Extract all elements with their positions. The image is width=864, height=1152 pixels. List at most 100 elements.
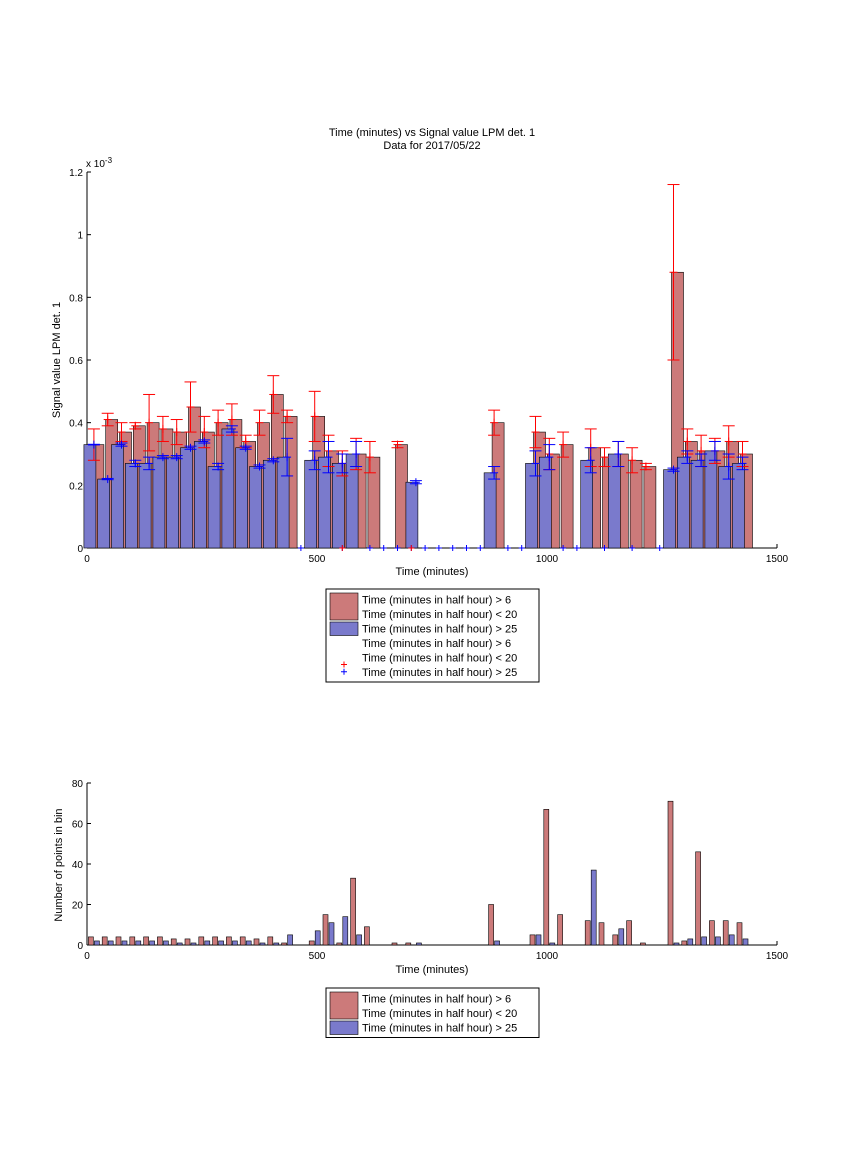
bottom-blue-bar: [190, 942, 197, 946]
top-blue-bar: [483, 472, 497, 549]
bottom-blue-bar: [218, 940, 224, 946]
bottom-red-bar: [612, 934, 619, 946]
top-blue-bar: [221, 428, 235, 549]
top-blue-bar: [138, 463, 152, 549]
top-blue-bar: [97, 478, 110, 549]
bottom-blue-bar: [135, 940, 142, 946]
bottom-red-bar: [667, 800, 674, 946]
bottom-red-bar: [308, 940, 315, 946]
top-blue-bar: [607, 453, 621, 549]
bottom-red-bar: [584, 920, 591, 946]
bottom-legend-label: Time (minutes in half hour) < 20: [362, 1008, 517, 1020]
top-chart-x-tick-label: 500: [309, 554, 326, 565]
bottom-red-bar: [336, 942, 343, 946]
bottom-red-bar: [239, 936, 246, 946]
bottom-red-bar: [281, 942, 287, 946]
bottom-red-bar: [626, 920, 632, 946]
top-blue-bar: [194, 441, 207, 549]
top-red-bar: [629, 459, 643, 549]
bottom-chart-y-tick-label: 0: [77, 941, 83, 952]
top-legend-box: [325, 588, 540, 683]
top-legend-label: Time (minutes in half hour) > 25: [362, 624, 517, 636]
bottom-legend-label: Time (minutes in half hour) > 6: [362, 994, 511, 1006]
bottom-red-bar: [640, 942, 646, 946]
top-legend-label: Time (minutes in half hour) > 6: [362, 638, 511, 650]
bottom-legend-label: Time (minutes in half hour) > 25: [362, 1023, 517, 1035]
bottom-blue-bar: [204, 940, 211, 946]
bottom-blue-bar: [121, 940, 128, 946]
top-plot-area: 0 500 1000 1500 0 0.2 0.4 0.6 0.8 1 1.2: [69, 168, 788, 565]
top-blue-bar: [152, 456, 166, 549]
bottom-red-bar: [681, 940, 688, 946]
top-chart-x-tick-label: 1000: [536, 554, 559, 565]
top-blue-bar: [538, 456, 552, 549]
bottom-blue-bar: [494, 940, 500, 946]
top-blue-bar: [207, 466, 221, 549]
bottom-red-bar: [736, 922, 743, 946]
top-blue-bar: [166, 456, 179, 549]
bottom-blue-bar: [314, 930, 321, 946]
bottom-blue-bar: [728, 934, 735, 946]
bottom-blue-bar: [176, 942, 183, 946]
top-legend: Time (minutes in half hour) > 6 Time (min…: [325, 588, 540, 683]
top-blue-bar: [405, 481, 419, 549]
bottom-legend-box: [325, 987, 540, 1038]
bottom-red-bar: [557, 914, 563, 946]
bottom-red-bar: [267, 936, 274, 946]
bottom-red-bar: [322, 914, 329, 946]
bottom-red-bar: [226, 936, 232, 946]
top-chart-exponent-base: x 10: [86, 159, 105, 170]
top-legend-swatch: [329, 621, 359, 636]
top-chart-title: Time (minutes) vs Signal value LPM det. …: [329, 127, 535, 139]
bottom-blue-bar: [356, 934, 362, 946]
bottom-chart-x-tick-label: 1000: [536, 951, 559, 962]
bottom-red-bar: [157, 936, 163, 946]
bottom-blue-bar: [701, 936, 707, 946]
bottom-red-bar: [129, 936, 136, 946]
bottom-blue-bar: [416, 942, 422, 946]
top-blue-bar: [180, 447, 193, 549]
top-chart-y-tick-label: 1.2: [69, 168, 83, 179]
bottom-blue-bar: [163, 940, 169, 946]
top-legend-label: Time (minutes in half hour) > 6: [362, 595, 511, 607]
bottom-chart-x-tick-label: 500: [309, 951, 326, 962]
bottom-blue-bar: [535, 934, 542, 946]
bottom-blue-bar: [618, 928, 625, 946]
top-blue-bar: [249, 466, 262, 549]
bottom-red-bar: [253, 938, 260, 946]
top-legend-label: Time (minutes in half hour) < 20: [362, 653, 517, 665]
bottom-red-bar: [170, 938, 177, 946]
bottom-red-bar: [709, 920, 715, 946]
bottom-blue-bar: [149, 940, 155, 946]
bottom-blue-bar: [328, 922, 335, 946]
top-chart-x-tick-label: 0: [84, 554, 90, 565]
bottom-blue-bar: [94, 940, 100, 946]
bottom-blue-bar: [232, 940, 238, 946]
bottom-chart: Number of points in bin Time (minutes) 0…: [53, 779, 789, 1038]
bottom-red-bar: [115, 936, 122, 946]
bottom-red-bar: [198, 936, 205, 946]
top-chart-x-tick-label: 1500: [766, 554, 789, 565]
top-blue-bar: [663, 469, 676, 549]
top-chart-y-tick-label: 0.4: [69, 419, 83, 430]
bottom-chart-y-tick-label: 20: [72, 901, 84, 912]
top-chart-subtitle: Data for 2017/05/22: [383, 140, 480, 152]
bottom-blue-bar: [742, 938, 749, 946]
top-blue-bar: [580, 459, 594, 549]
bottom-blue-bar: [287, 934, 293, 946]
top-blue-bar: [125, 463, 138, 549]
bottom-red-bar: [598, 922, 605, 946]
top-blue-bar: [732, 463, 745, 549]
top-blue-bar: [235, 447, 248, 549]
bottom-legend-swatch: [329, 1020, 359, 1035]
top-red-bar: [643, 466, 657, 549]
bottom-blue-bar: [273, 942, 280, 946]
top-chart-y-tick-label: 0.2: [69, 481, 83, 492]
top-chart-xlabel: Time (minutes): [396, 566, 469, 578]
top-chart-exponent: x 10-3: [86, 156, 113, 170]
top-chart-exponent-power: -3: [105, 156, 113, 165]
bottom-red-bar: [543, 809, 550, 946]
bottom-blue-bar: [245, 940, 252, 946]
bottom-blue-bar: [549, 942, 556, 946]
bottom-red-bar: [391, 942, 398, 946]
